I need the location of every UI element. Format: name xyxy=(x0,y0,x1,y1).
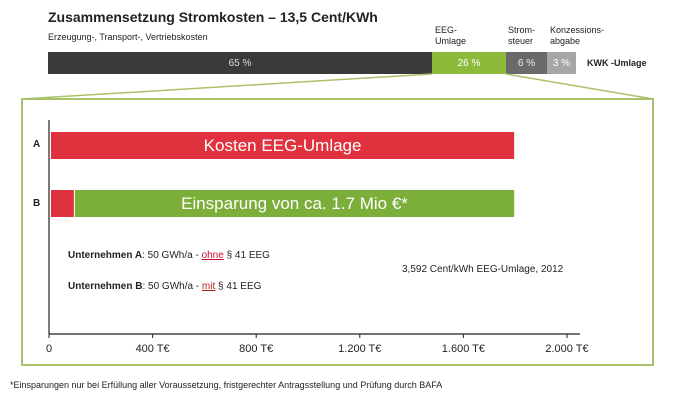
x-tick-label: 2.000 T€ xyxy=(545,343,588,355)
segment-label-erzeugung: Erzeugung-, Transport-, Vertriebskosten xyxy=(48,32,208,42)
bar-b-segment-0 xyxy=(51,190,74,217)
segment-label-eeg: EEG- Umlage xyxy=(435,25,466,47)
top-bar-segment-erzeugung: 65 % xyxy=(48,52,432,74)
segment-label-stromsteuer: Strom- steuer xyxy=(508,25,535,47)
note-b-text: : 50 GWh/a - xyxy=(142,281,202,292)
top-bar-segment-stromsteuer: 6 % xyxy=(506,52,547,74)
segment-label-strom-line2: steuer xyxy=(508,36,534,46)
top-bar-segment-konzession: 3 % xyxy=(547,52,576,74)
chart-title: Zusammensetzung Stromkosten – 13,5 Cent/… xyxy=(48,9,378,25)
note-b-prefix: Unternehmen B xyxy=(68,281,143,292)
bar-b-label: Einsparung von ca. 1.7 Mio €* xyxy=(181,193,408,213)
note-a-suffix: § 41 EEG xyxy=(223,250,270,261)
row-label-b: B xyxy=(33,198,41,209)
x-tick-label: 400 T€ xyxy=(136,343,170,355)
eeg-price-note: 3,592 Cent/kWh EEG-Umlage, 2012 xyxy=(402,264,564,275)
note-company-a: Unternehmen A: 50 GWh/a - ohne § 41 EEG xyxy=(68,250,270,261)
segment-label-eeg-line1: EEG- xyxy=(435,25,458,35)
kwk-label: KWK -Umlage xyxy=(587,58,647,68)
segment-label-eeg-line2: Umlage xyxy=(435,36,467,46)
connector-lines xyxy=(21,73,654,100)
note-a-text: : 50 GWh/a - xyxy=(142,250,202,261)
note-a-keyword: ohne xyxy=(201,250,224,261)
row-label-a: A xyxy=(33,139,41,150)
connector-line-right xyxy=(505,73,654,100)
x-tick-label: 1.200 T€ xyxy=(338,343,381,355)
bar-a-label: Kosten EEG-Umlage xyxy=(203,135,362,155)
bar-a-segment-0 xyxy=(51,132,515,159)
segment-label-konz-line2: abgabe xyxy=(550,36,581,46)
top-bar-value-stromsteuer: 6 % xyxy=(517,57,536,69)
top-bar-value-erzeugung: 65 % xyxy=(228,57,252,69)
x-tick-label: 0 xyxy=(46,343,52,355)
eeg-cost-chart: 0 400 T€ 800 T€ 1.200 T€ 1.600 T€ 2.000 T€ xyxy=(46,120,589,355)
note-b-suffix: § 41 EEG xyxy=(215,281,262,292)
top-bar-value-eeg: 26 % xyxy=(457,57,481,69)
bar-b-segment-1 xyxy=(74,190,515,217)
note-company-b: Unternehmen B: 50 GWh/a - mit § 41 EEG xyxy=(68,281,261,292)
note-b-keyword: mit xyxy=(201,281,216,292)
segment-label-konzession: Konzessions- abgabe xyxy=(550,25,604,47)
segment-label-strom-line1: Strom- xyxy=(508,25,535,35)
note-a-prefix: Unternehmen A xyxy=(68,250,143,261)
x-tick-label: 1.600 T€ xyxy=(442,343,485,355)
top-bar-value-konzession: 3 % xyxy=(552,57,571,69)
top-bar-segment-eeg: 26 % xyxy=(432,52,506,74)
segment-label-konz-line1: Konzessions- xyxy=(550,25,605,35)
connector-line-left xyxy=(21,73,433,100)
x-tick-label: 800 T€ xyxy=(239,343,273,355)
footnote: *Einsparungen nur bei Erfüllung aller Vo… xyxy=(10,380,443,390)
